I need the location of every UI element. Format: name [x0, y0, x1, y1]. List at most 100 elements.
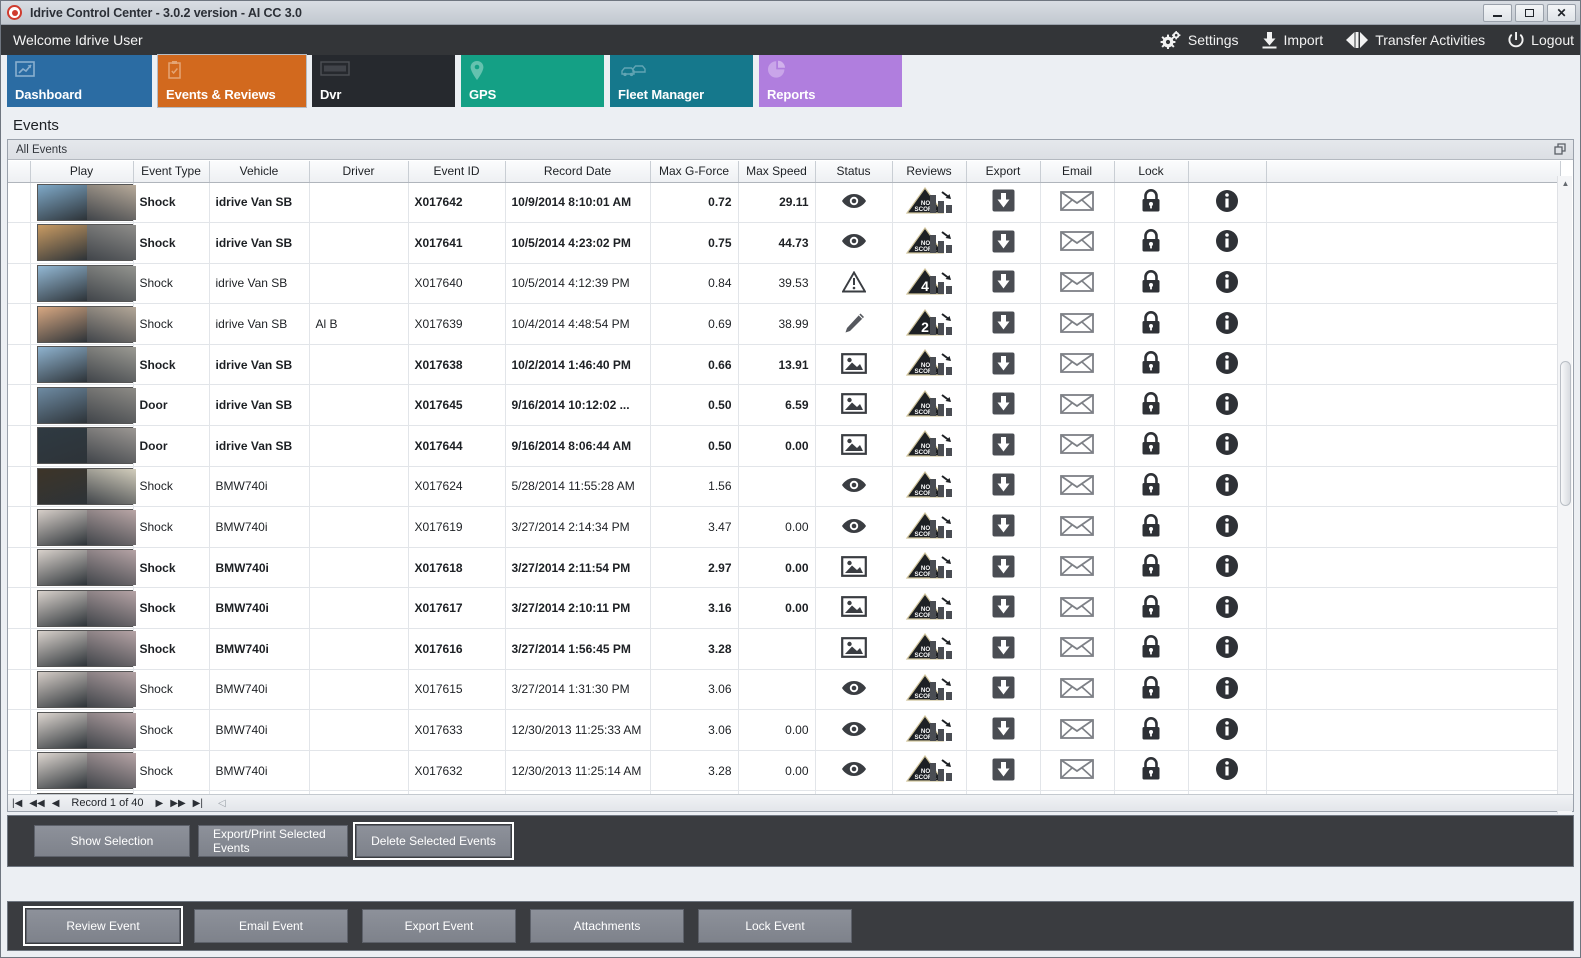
- info-circle-icon[interactable]: [1215, 189, 1239, 213]
- table-row[interactable]: Shock BMW740i X017618 3/27/2014 2:11:54 PM 2…: [8, 547, 1561, 589]
- info-cell[interactable]: [1188, 263, 1267, 305]
- email-cell[interactable]: [1040, 425, 1115, 467]
- envelope-icon[interactable]: [1060, 474, 1094, 496]
- table-row[interactable]: Shock idrive Van SB X017640 10/5/2014 4:12:…: [8, 263, 1561, 305]
- email-cell[interactable]: [1040, 790, 1115, 794]
- logout-button[interactable]: Logout: [1507, 31, 1574, 49]
- email-cell[interactable]: [1040, 547, 1115, 589]
- status-cell[interactable]: [815, 182, 893, 224]
- row-select-cell[interactable]: [8, 263, 31, 305]
- info-circle-icon[interactable]: [1215, 595, 1239, 619]
- info-cell[interactable]: [1188, 547, 1267, 589]
- status-cell[interactable]: [815, 790, 893, 794]
- image-icon[interactable]: [840, 636, 867, 658]
- info-cell[interactable]: [1188, 222, 1267, 264]
- padlock-icon[interactable]: [1140, 310, 1162, 335]
- review-score-icon[interactable]: 2: [904, 308, 954, 338]
- padlock-icon[interactable]: [1140, 351, 1162, 375]
- status-cell[interactable]: [815, 506, 893, 548]
- envelope-icon[interactable]: [1060, 677, 1094, 699]
- nav-first-button[interactable]: |◀: [12, 797, 23, 809]
- status-cell[interactable]: [815, 425, 893, 467]
- video-thumbnail-icon[interactable]: [36, 549, 137, 587]
- padlock-icon[interactable]: [1140, 188, 1162, 213]
- lock-cell[interactable]: [1114, 263, 1189, 305]
- nav-next-page-button[interactable]: ▶▶: [170, 797, 186, 809]
- info-circle-icon[interactable]: [1215, 676, 1239, 700]
- review-score-icon[interactable]: NO SCORE: [904, 226, 954, 256]
- reviews-cell[interactable]: 4: [892, 263, 967, 305]
- minimize-button[interactable]: [1483, 4, 1512, 22]
- email-cell[interactable]: [1040, 303, 1115, 345]
- video-thumbnail-icon[interactable]: [36, 427, 137, 465]
- status-cell[interactable]: [815, 750, 893, 792]
- row-select-cell[interactable]: [8, 466, 31, 508]
- envelope-icon[interactable]: [1060, 230, 1094, 252]
- play-thumbnail-cell[interactable]: [30, 669, 137, 711]
- info-circle-icon[interactable]: [1215, 311, 1239, 335]
- row-select-cell[interactable]: [8, 506, 31, 548]
- video-thumbnail-icon[interactable]: [36, 508, 137, 546]
- row-select-cell[interactable]: [8, 303, 31, 345]
- export-cell[interactable]: [966, 344, 1041, 386]
- info-circle-icon[interactable]: [1215, 351, 1239, 375]
- export-cell[interactable]: [966, 506, 1041, 548]
- video-thumbnail-icon[interactable]: [36, 224, 137, 262]
- play-thumbnail-cell[interactable]: [30, 303, 137, 345]
- info-cell[interactable]: [1188, 466, 1267, 508]
- download-box-icon[interactable]: [991, 594, 1016, 619]
- warning-triangle-icon[interactable]: [841, 270, 866, 293]
- eye-icon[interactable]: [841, 720, 867, 738]
- image-icon[interactable]: [840, 596, 867, 618]
- video-thumbnail-icon[interactable]: [36, 711, 137, 749]
- download-box-icon[interactable]: [991, 513, 1016, 538]
- export-cell[interactable]: [966, 303, 1041, 345]
- export-cell[interactable]: [966, 709, 1041, 751]
- email-cell[interactable]: [1040, 669, 1115, 711]
- info-cell[interactable]: [1188, 425, 1267, 467]
- email-cell[interactable]: [1040, 506, 1115, 548]
- image-icon[interactable]: [840, 555, 867, 577]
- table-row[interactable]: Shock BMW740i X017617 3/27/2014 2:10:11 PM 3…: [8, 587, 1561, 630]
- eye-icon[interactable]: [841, 679, 867, 697]
- email-cell[interactable]: [1040, 628, 1115, 670]
- status-cell[interactable]: [815, 628, 893, 670]
- info-circle-icon[interactable]: [1215, 270, 1239, 294]
- table-row[interactable]: Shock idrive Van SB X017642 10/9/2014 8:10:…: [8, 182, 1561, 224]
- lock-cell[interactable]: [1114, 425, 1189, 467]
- play-thumbnail-cell[interactable]: [30, 547, 137, 589]
- padlock-icon[interactable]: [1140, 554, 1162, 578]
- nav-prev-button[interactable]: ◀: [51, 797, 60, 809]
- col-select[interactable]: [8, 161, 31, 183]
- review-event-button[interactable]: Review Event: [23, 906, 183, 946]
- row-select-cell[interactable]: [8, 790, 31, 794]
- table-row[interactable]: Door idrive Van SB X017644 9/16/2014 8:06:4…: [8, 425, 1561, 467]
- nav-prev-page-button[interactable]: ◀◀: [29, 797, 45, 809]
- play-thumbnail-cell[interactable]: [30, 709, 137, 751]
- tab-fleet-manager[interactable]: Fleet Manager: [610, 55, 753, 107]
- tab-dashboard[interactable]: Dashboard: [7, 55, 152, 107]
- lock-cell[interactable]: [1114, 628, 1189, 670]
- image-icon[interactable]: [840, 393, 867, 415]
- envelope-icon[interactable]: [1060, 515, 1094, 537]
- show-selection-button[interactable]: Show Selection: [34, 825, 190, 857]
- info-circle-icon[interactable]: [1215, 717, 1239, 741]
- row-select-cell[interactable]: [8, 669, 31, 711]
- play-thumbnail-cell[interactable]: [30, 466, 137, 508]
- status-cell[interactable]: [815, 669, 893, 711]
- play-thumbnail-cell[interactable]: [30, 182, 137, 224]
- play-thumbnail-cell[interactable]: [30, 750, 137, 792]
- padlock-icon[interactable]: [1140, 676, 1162, 700]
- review-score-icon[interactable]: NO SCORE: [904, 348, 954, 378]
- eye-icon[interactable]: [841, 476, 867, 494]
- play-thumbnail-cell[interactable]: [30, 222, 137, 264]
- envelope-icon[interactable]: [1060, 190, 1094, 212]
- export-cell[interactable]: [966, 628, 1041, 670]
- export-cell[interactable]: [966, 547, 1041, 589]
- info-cell[interactable]: [1188, 587, 1267, 630]
